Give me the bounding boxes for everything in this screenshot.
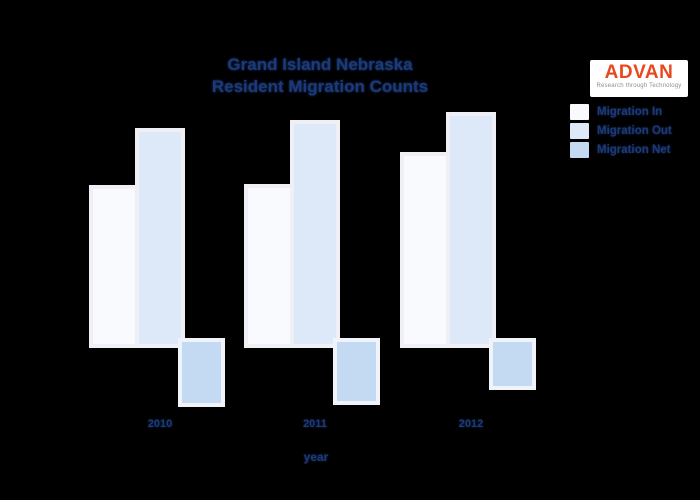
chart-title-line2: Resident Migration Counts: [211, 77, 429, 96]
bar-migration-net-2010: [177, 338, 225, 407]
bar-migration-out-2010: [135, 128, 185, 348]
advan-logo-wordmark: ADVAN: [604, 62, 674, 83]
bar-migration-net-2011: [332, 338, 380, 405]
legend-item: Migration Net: [570, 140, 672, 159]
legend-swatch: [570, 122, 589, 139]
x-axis-title: year: [303, 450, 329, 464]
bar-migration-in-2012: [400, 152, 450, 348]
x-tick-label-2010: 2010: [147, 418, 173, 430]
legend-label: Migration In: [597, 105, 663, 118]
legend: Migration In Migration Out Migration Net: [570, 102, 672, 159]
chart-title: Grand Island Nebraska Resident Migration…: [165, 54, 475, 98]
legend-swatch: [570, 103, 589, 120]
legend-swatch: [570, 141, 589, 158]
bar-migration-out-2011: [290, 120, 340, 348]
bar-migration-in-2011: [244, 184, 294, 348]
x-tick-label-2012: 2012: [458, 418, 484, 430]
bar-migration-in-2010: [89, 185, 139, 348]
bar-migration-out-2012: [446, 112, 496, 348]
legend-item: Migration In: [570, 102, 672, 121]
legend-item: Migration Out: [570, 121, 672, 140]
chart-title-line1: Grand Island Nebraska: [227, 55, 413, 74]
legend-label: Migration Out: [597, 124, 672, 137]
bar-migration-net-2012: [488, 338, 536, 390]
advan-logo: ADVAN Research through Technology: [590, 60, 688, 97]
legend-label: Migration Net: [597, 143, 671, 156]
x-tick-label-2011: 2011: [303, 418, 327, 430]
advan-logo-tagline: Research through Technology: [596, 83, 682, 89]
